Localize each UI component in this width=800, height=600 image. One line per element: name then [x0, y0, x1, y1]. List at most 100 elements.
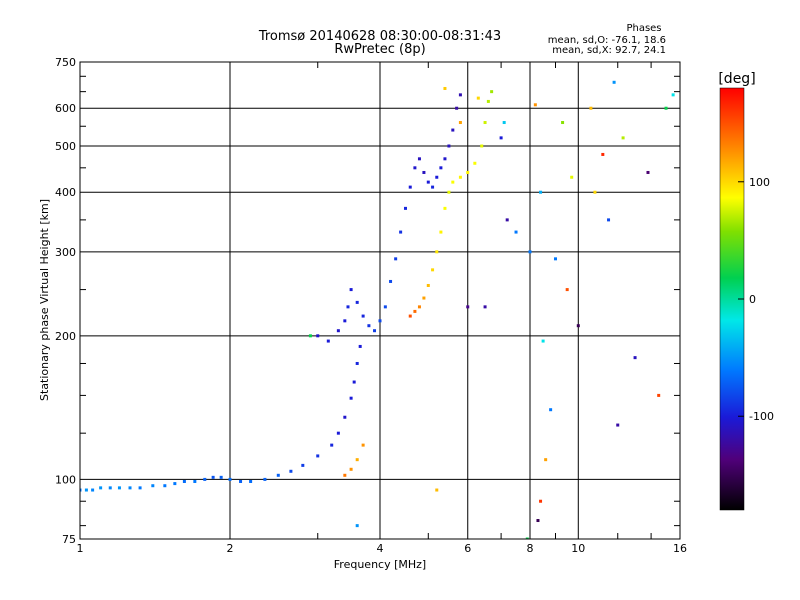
x-tick-label: 6: [464, 542, 471, 555]
data-point: [422, 170, 426, 174]
colorbar-label: [deg]: [718, 71, 755, 87]
data-point: [671, 93, 675, 97]
data-point: [422, 296, 426, 300]
colorbar-tick-label: 0: [749, 293, 756, 306]
data-point: [502, 121, 506, 125]
data-point: [219, 475, 223, 479]
x-tick-label: 8: [527, 542, 534, 555]
data-point: [228, 477, 232, 481]
y-tick-label: 750: [55, 56, 76, 69]
data-point: [211, 475, 215, 479]
data-point: [343, 473, 347, 477]
data-point: [458, 175, 462, 179]
data-point: [528, 250, 532, 254]
data-point: [549, 408, 553, 412]
data-point: [541, 339, 545, 343]
data-point: [486, 99, 490, 103]
data-point: [525, 537, 529, 539]
data-point: [447, 144, 451, 148]
data-point: [128, 486, 132, 490]
data-point: [84, 488, 88, 492]
data-point: [417, 305, 421, 309]
data-point: [447, 190, 451, 194]
data-point: [476, 96, 480, 100]
data-point: [576, 324, 580, 328]
data-point: [490, 90, 494, 94]
data-point: [570, 175, 574, 179]
data-point: [458, 93, 462, 97]
data-point: [343, 319, 347, 323]
data-point: [276, 473, 280, 477]
data-point: [378, 319, 382, 323]
data-point: [326, 339, 330, 343]
chart-subtitle: RwPretec (8p): [334, 42, 425, 57]
data-point: [355, 458, 359, 462]
y-tick-label: 300: [55, 246, 76, 259]
data-point: [355, 361, 359, 365]
data-point: [443, 86, 447, 90]
data-point: [483, 121, 487, 125]
plot-frame: [79, 61, 681, 540]
axis-ticks: [80, 62, 680, 539]
x-tick-labels: 1 2 4 6 8 10 16: [77, 542, 688, 555]
x-axis-label: Frequency [MHz]: [334, 558, 426, 571]
colorbar-tick-label: 100: [749, 176, 770, 189]
data-point: [435, 250, 439, 254]
data-point: [633, 356, 637, 360]
data-point: [483, 305, 487, 309]
phase-stats-o: mean, sd,O: -76.1, 18.6: [548, 35, 666, 46]
data-point: [657, 393, 661, 397]
data-point: [607, 218, 611, 222]
data-point: [358, 344, 362, 348]
data-point: [426, 180, 430, 184]
data-point: [499, 136, 503, 140]
y-tick-label: 600: [55, 102, 76, 115]
data-point: [451, 128, 455, 132]
data-point: [621, 136, 625, 140]
data-point: [443, 206, 447, 210]
y-tick-labels: 75 100 200 300 400 500 600 750: [55, 56, 76, 546]
data-point: [389, 279, 393, 283]
colorbar-ticks: 100 0 -100: [738, 176, 774, 423]
data-point: [352, 380, 356, 384]
data-point: [451, 180, 455, 184]
x-tick-label: 4: [377, 542, 384, 555]
data-point: [466, 170, 470, 174]
data-point: [383, 305, 387, 309]
data-point: [394, 257, 398, 261]
data-point: [458, 121, 462, 125]
data-point: [443, 157, 447, 161]
data-point: [533, 103, 537, 107]
data-point: [373, 329, 377, 333]
data-point: [263, 477, 267, 481]
data-point: [403, 206, 407, 210]
data-point: [355, 524, 359, 528]
x-tick-label: 2: [227, 542, 234, 555]
y-axis-label: Stationary phase Virtual Height [km]: [38, 199, 51, 401]
data-point: [316, 454, 320, 458]
data-point: [439, 230, 443, 234]
data-point: [355, 300, 359, 304]
y-tick-label: 400: [55, 186, 76, 199]
data-point: [413, 166, 417, 170]
data-point: [664, 106, 668, 110]
data-point: [505, 218, 509, 222]
data-point: [367, 324, 371, 328]
data-point: [151, 484, 155, 488]
data-point: [536, 519, 540, 523]
data-point: [330, 443, 334, 447]
data-point: [346, 305, 350, 309]
colorbar-tick-label: -100: [749, 410, 774, 423]
data-point: [589, 106, 593, 110]
phase-stats-heading: Phases: [626, 23, 661, 34]
data-point: [117, 486, 121, 490]
data-point: [343, 415, 347, 419]
data-point: [163, 484, 167, 488]
data-point: [91, 488, 95, 492]
data-point: [553, 257, 557, 261]
data-point: [593, 190, 597, 194]
data-point: [361, 443, 365, 447]
data-point: [601, 152, 605, 156]
data-point: [182, 479, 186, 483]
